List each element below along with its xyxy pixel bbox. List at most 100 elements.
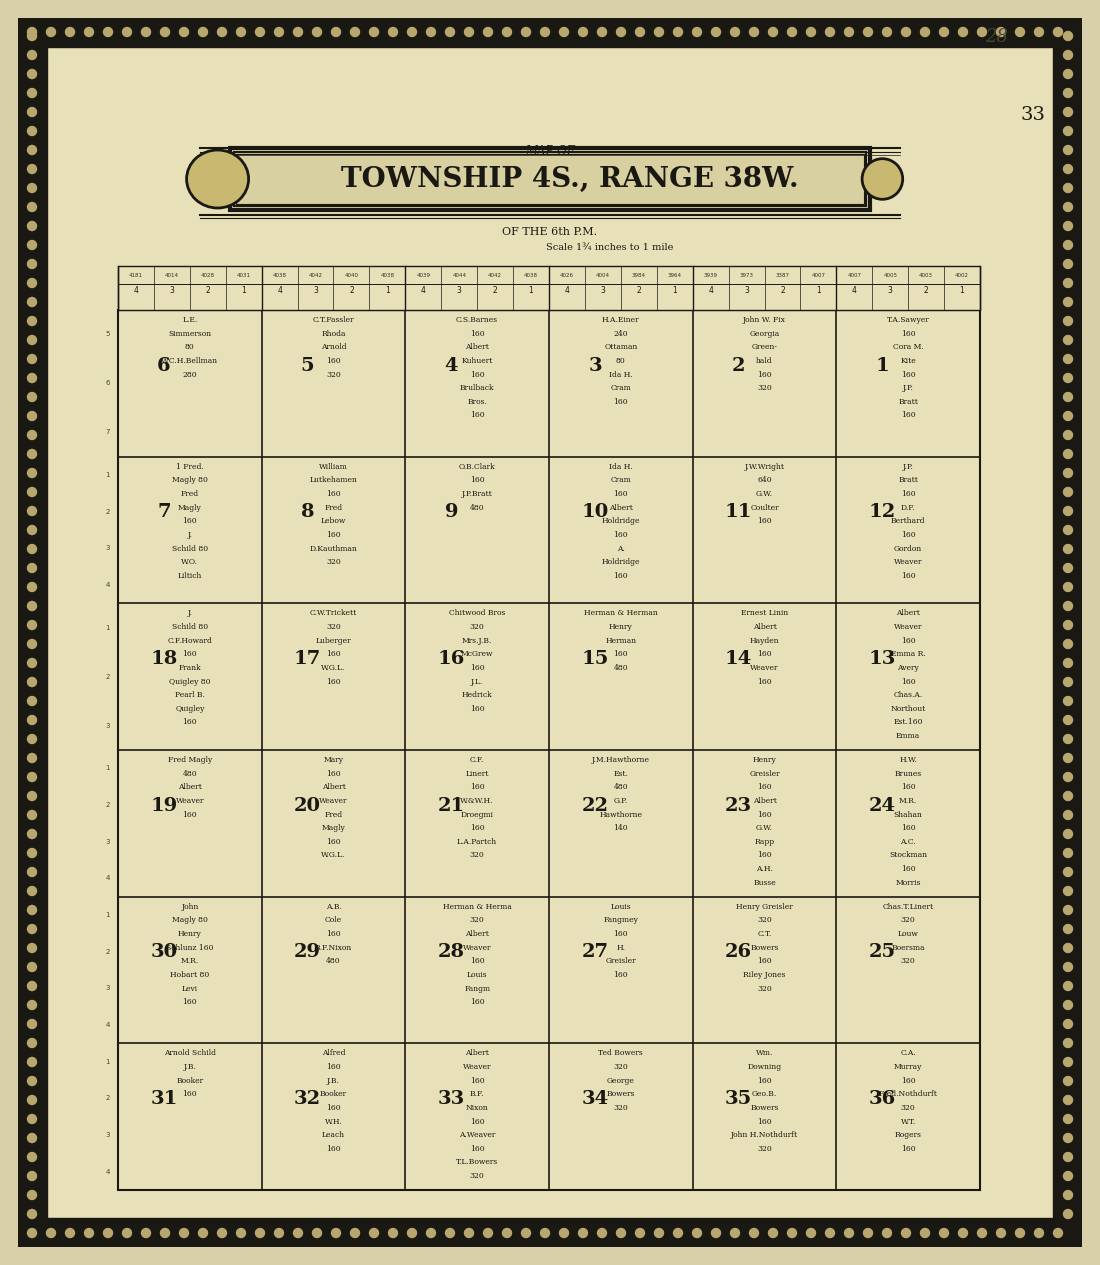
Circle shape (579, 28, 587, 37)
Circle shape (28, 830, 36, 839)
Circle shape (388, 28, 397, 37)
Circle shape (1064, 621, 1072, 630)
Circle shape (28, 449, 36, 458)
Circle shape (690, 1226, 704, 1241)
Text: 320: 320 (757, 1145, 772, 1152)
Text: 480: 480 (183, 769, 197, 778)
Text: Holdridge: Holdridge (602, 558, 640, 567)
Text: 160: 160 (327, 357, 341, 364)
Circle shape (24, 1017, 40, 1031)
Text: Greisler: Greisler (605, 958, 636, 965)
Circle shape (673, 1228, 682, 1237)
Text: 5: 5 (106, 331, 110, 338)
Circle shape (139, 24, 154, 39)
Circle shape (63, 1226, 77, 1241)
Circle shape (28, 1209, 36, 1218)
Circle shape (385, 24, 400, 39)
Text: MAP OF: MAP OF (525, 145, 575, 158)
Text: Holdridge: Holdridge (602, 517, 640, 525)
Circle shape (120, 1226, 134, 1241)
Text: 4007: 4007 (812, 273, 825, 278)
Text: 24: 24 (869, 797, 895, 815)
Circle shape (290, 24, 306, 39)
Circle shape (424, 1226, 439, 1241)
Circle shape (28, 735, 36, 744)
Text: 160: 160 (470, 664, 484, 672)
Text: A.: A. (617, 544, 625, 553)
Text: J.P.Bratt: J.P.Bratt (462, 490, 493, 498)
Circle shape (730, 28, 739, 37)
Circle shape (44, 1226, 58, 1241)
Circle shape (1060, 1055, 1076, 1069)
Text: 480: 480 (614, 664, 628, 672)
Circle shape (103, 28, 112, 37)
Circle shape (958, 1228, 968, 1237)
Circle shape (1050, 1226, 1066, 1241)
Text: Weaver: Weaver (463, 1063, 492, 1071)
Circle shape (693, 1228, 702, 1237)
Text: 10: 10 (581, 503, 608, 521)
Text: Louis: Louis (610, 903, 631, 911)
Text: 7: 7 (106, 429, 110, 435)
Circle shape (28, 240, 36, 249)
Text: Quigley 80: Quigley 80 (169, 678, 210, 686)
Circle shape (28, 944, 36, 953)
Text: 1: 1 (959, 286, 965, 295)
Circle shape (28, 32, 36, 40)
Circle shape (1060, 959, 1076, 974)
Circle shape (24, 390, 40, 405)
Circle shape (1064, 316, 1072, 325)
Circle shape (538, 24, 552, 39)
Ellipse shape (862, 158, 903, 200)
Text: 3: 3 (106, 1132, 110, 1138)
Text: Magly: Magly (178, 503, 201, 511)
Circle shape (1060, 67, 1076, 81)
Text: Albert: Albert (465, 1050, 490, 1058)
Text: B.F.: B.F. (470, 1090, 484, 1098)
Circle shape (214, 1226, 230, 1241)
Circle shape (1060, 712, 1076, 727)
Circle shape (936, 24, 952, 39)
Text: 13: 13 (869, 650, 896, 668)
Circle shape (1060, 769, 1076, 784)
Text: 160: 160 (757, 678, 772, 686)
Circle shape (331, 1228, 341, 1237)
Circle shape (769, 28, 778, 37)
Text: Henry: Henry (178, 930, 201, 937)
Text: 1: 1 (241, 286, 246, 295)
Circle shape (28, 716, 36, 725)
Text: Booker: Booker (176, 1077, 204, 1084)
Circle shape (176, 1226, 191, 1241)
Circle shape (936, 1226, 952, 1241)
Text: 160: 160 (757, 851, 772, 859)
Circle shape (28, 582, 36, 592)
Text: Schild 80: Schild 80 (172, 622, 208, 631)
Text: Emma R.: Emma R. (891, 650, 925, 658)
Circle shape (24, 712, 40, 727)
Text: C.F.: C.F. (470, 756, 484, 764)
Circle shape (538, 1226, 552, 1241)
Text: John W. Fix: John W. Fix (744, 316, 785, 324)
Text: Ted Bowers: Ted Bowers (598, 1050, 644, 1058)
Text: 3: 3 (106, 722, 110, 729)
Text: 320: 320 (757, 984, 772, 993)
Text: Wm.: Wm. (756, 1050, 773, 1058)
Circle shape (1060, 484, 1076, 500)
Text: W.H.: W.H. (324, 1117, 342, 1126)
Circle shape (1060, 1131, 1076, 1146)
Text: 4028: 4028 (201, 273, 214, 278)
Text: 35: 35 (725, 1090, 752, 1108)
Circle shape (1064, 145, 1072, 154)
Text: 320: 320 (326, 622, 341, 631)
Text: 3973: 3973 (739, 273, 754, 278)
Circle shape (28, 145, 36, 154)
Circle shape (1060, 200, 1076, 215)
Circle shape (1060, 352, 1076, 367)
Text: Albert: Albert (465, 930, 490, 937)
Circle shape (1060, 276, 1076, 291)
Circle shape (28, 108, 36, 116)
Circle shape (24, 750, 40, 765)
Text: 320: 320 (470, 851, 484, 859)
Text: Cram: Cram (610, 477, 631, 484)
Text: 160: 160 (901, 825, 915, 832)
